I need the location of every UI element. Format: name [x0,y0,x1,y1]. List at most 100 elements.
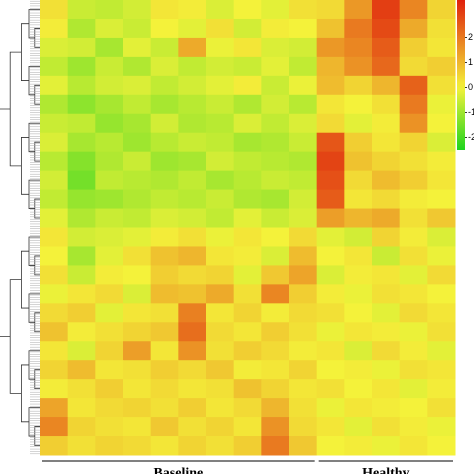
heatmap-cell [40,436,69,456]
heatmap-cell [316,170,345,191]
heatmap-cell [289,322,318,342]
heatmap-cell [206,113,235,134]
heatmap-cell [178,284,207,304]
heatmap-cell [206,322,235,342]
heatmap-cell [344,189,373,210]
heatmap-cell [95,436,124,456]
heatmap-cell [344,379,373,399]
heatmap-cell [123,398,152,418]
heatmap-cell [40,227,69,247]
heatmap-cell [40,341,69,361]
heatmap-cell [123,246,152,266]
heatmap-cell [427,227,456,247]
heatmap-cell [372,75,401,96]
heatmap-cell [233,379,262,399]
heatmap-cell [67,341,96,361]
heatmap-cell [399,94,428,115]
heatmap-cell [372,246,401,266]
heatmap-cell [261,170,290,191]
heatmap-cell [178,398,207,418]
heatmap-cell [427,37,456,58]
heatmap-cell [399,246,428,266]
heatmap-cell [372,265,401,285]
heatmap-cell [427,360,456,380]
heatmap-cell [123,132,152,153]
heatmap-cell [316,322,345,342]
heatmap-cell [178,94,207,115]
heatmap-cell [261,341,290,361]
heatmap-cell [95,0,124,20]
heatmap-cell [344,227,373,247]
heatmap-cell [316,132,345,153]
heatmap-cell [399,189,428,210]
heatmap-cell [372,379,401,399]
heatmap-cell [123,208,152,228]
heatmap-cell [399,56,428,77]
dendrogram-branch [34,198,40,219]
colorbar-tick-label: -2 [468,132,474,142]
heatmap-cell [344,322,373,342]
heatmap-cell [40,18,69,39]
heatmap-cell [289,379,318,399]
heatmap-cell [399,113,428,134]
heatmap-cell [206,246,235,266]
dendrogram-branch [9,51,22,167]
heatmap-cell [150,189,179,210]
heatmap-cell [372,436,401,456]
heatmap-cell [261,379,290,399]
heatmap-cell [427,284,456,304]
heatmap-cell [289,151,318,172]
heatmap-cell [233,151,262,172]
heatmap-cell [40,284,69,304]
heatmap-cell [178,170,207,191]
heatmap-cell [261,360,290,380]
heatmap-cell [233,265,262,285]
heatmap-cell [261,132,290,153]
heatmap-cell [399,360,428,380]
heatmap-cell [67,113,96,134]
heatmap-cell [150,94,179,115]
heatmap-cell [289,37,318,58]
heatmap-cell [95,379,124,399]
heatmap-cell [67,398,96,418]
heatmap-cell [123,56,152,77]
heatmap-cell [40,398,69,418]
heatmap-cell [372,341,401,361]
heatmap-cell [95,94,124,115]
heatmap-cell [372,208,401,228]
dendrogram-branch [21,364,29,423]
heatmap-cell [427,94,456,115]
heatmap-cell [399,18,428,39]
heatmap-cell [67,284,96,304]
dendrogram-branch [34,28,40,48]
heatmap-cell [233,189,262,210]
heatmap-cell [372,151,401,172]
heatmap-cell [316,0,345,20]
heatmap-cell [178,246,207,266]
heatmap-cell [261,227,290,247]
heatmap-cell [261,265,290,285]
heatmap-cell [316,189,345,210]
heatmap-cell [178,189,207,210]
heatmap-cell [67,132,96,153]
heatmap-cell [427,398,456,418]
heatmap-cell [233,37,262,58]
heatmap-cell [261,37,290,58]
heatmap-cell [399,132,428,153]
heatmap-cell [261,0,290,20]
heatmap-cell [67,227,96,247]
heatmap-cell [206,284,235,304]
heatmap-cell [150,37,179,58]
heatmap-cell [261,436,290,456]
heatmap-cell [289,208,318,228]
dendrogram-branch [9,279,22,394]
heatmap-cell [399,208,428,228]
heatmap-cell [316,246,345,266]
heatmap-cell [316,37,345,58]
heatmap-cell [289,341,318,361]
heatmap-cell [150,227,179,247]
heatmap-cell [261,322,290,342]
heatmap-cell [427,436,456,456]
heatmap-cell [289,189,318,210]
